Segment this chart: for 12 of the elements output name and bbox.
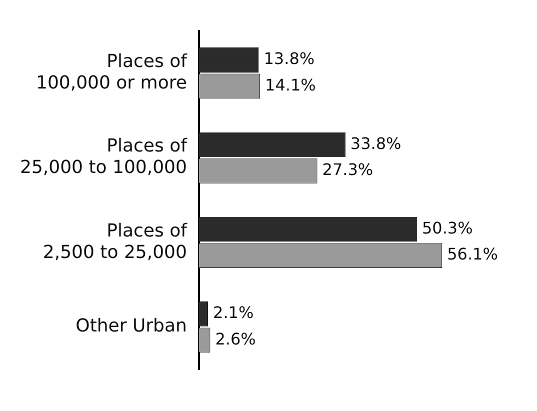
data-label: 27.3% bbox=[322, 160, 374, 180]
data-label: 50.3% bbox=[422, 218, 473, 238]
y-tick-label: Places of 2,500 to 25,000 bbox=[42, 220, 188, 263]
data-label: 33.8% bbox=[350, 134, 402, 153]
y-tick-label: Places of 25,000 to 100,000 bbox=[20, 136, 188, 178]
data-label: 56.1% bbox=[447, 244, 498, 264]
data-label: 13.8% bbox=[264, 49, 315, 68]
data-label: 14.1% bbox=[265, 75, 316, 94]
data-label: 2.6% bbox=[215, 329, 256, 348]
y-tick-label: Places of 100,000 or more bbox=[36, 50, 188, 94]
data-label: 2.1% bbox=[213, 303, 254, 322]
y-tick-label: Other Urban bbox=[76, 316, 187, 337]
